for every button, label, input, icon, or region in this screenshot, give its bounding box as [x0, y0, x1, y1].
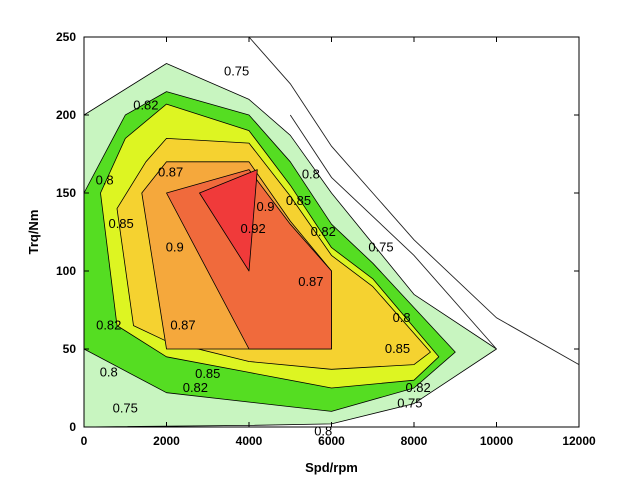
- contour-label: 0.9: [166, 240, 184, 255]
- x-tick-label: 10000: [480, 434, 514, 448]
- x-tick-label: 12000: [562, 434, 596, 448]
- contour-label: 0.87: [298, 274, 323, 289]
- contour-label: 0.82: [311, 224, 336, 239]
- contour-label: 0.75: [368, 240, 393, 255]
- x-tick-label: 6000: [318, 434, 345, 448]
- x-tick-label: 4000: [236, 434, 263, 448]
- contour-label: 0.75: [113, 400, 138, 415]
- contour-label: 0.82: [133, 98, 158, 113]
- contour-label: 0.87: [158, 165, 183, 180]
- axis-ticks: 0 2000 4000 6000 8000 10000 12000 0 50 100 150 200 2…: [56, 30, 596, 448]
- contour-label: 0.85: [286, 193, 311, 208]
- x-tick-label: 0: [81, 434, 88, 448]
- y-axis-label: Trq/Nm: [26, 210, 41, 255]
- y-tick-label: 50: [63, 342, 77, 356]
- x-tick-label: 8000: [401, 434, 428, 448]
- contour-label: 0.85: [195, 366, 220, 381]
- contour-labels: 0.750.820.80.87 0.80.850.90.920.850.820.9…: [96, 63, 431, 438]
- x-axis-label: Spd/rpm: [305, 460, 358, 475]
- contour-label: 0.8: [100, 364, 118, 379]
- x-tick-label: 2000: [153, 434, 180, 448]
- contour-label: 0.92: [240, 221, 265, 236]
- contour-label: 0.8: [96, 173, 114, 188]
- contour-label: 0.82: [183, 380, 208, 395]
- y-tick-label: 250: [56, 30, 76, 44]
- contour-label: 0.75: [397, 396, 422, 411]
- max-torque-curve-2: [289, 114, 497, 350]
- contour-label: 0.82: [96, 318, 121, 333]
- max-torque-curve-1: [248, 36, 580, 365]
- y-tick-label: 0: [69, 420, 76, 434]
- contour-label: 0.87: [170, 318, 195, 333]
- boundary-lines: [248, 36, 580, 365]
- contour-region-0.92: [199, 169, 258, 272]
- contour-label: 0.85: [108, 216, 133, 231]
- y-tick-label: 150: [56, 186, 76, 200]
- contour-label: 0.75: [224, 63, 249, 78]
- contour-label: 0.9: [256, 199, 274, 214]
- contour-label: 0.8: [393, 310, 411, 325]
- contour-label: 0.8: [314, 424, 332, 439]
- contour-label: 0.8: [302, 166, 320, 181]
- contour-label: 0.82: [405, 380, 430, 395]
- contour-regions: [83, 63, 497, 428]
- y-tick-label: 100: [56, 264, 76, 278]
- contour-label: 0.85: [385, 341, 410, 356]
- y-tick-label: 200: [56, 108, 76, 122]
